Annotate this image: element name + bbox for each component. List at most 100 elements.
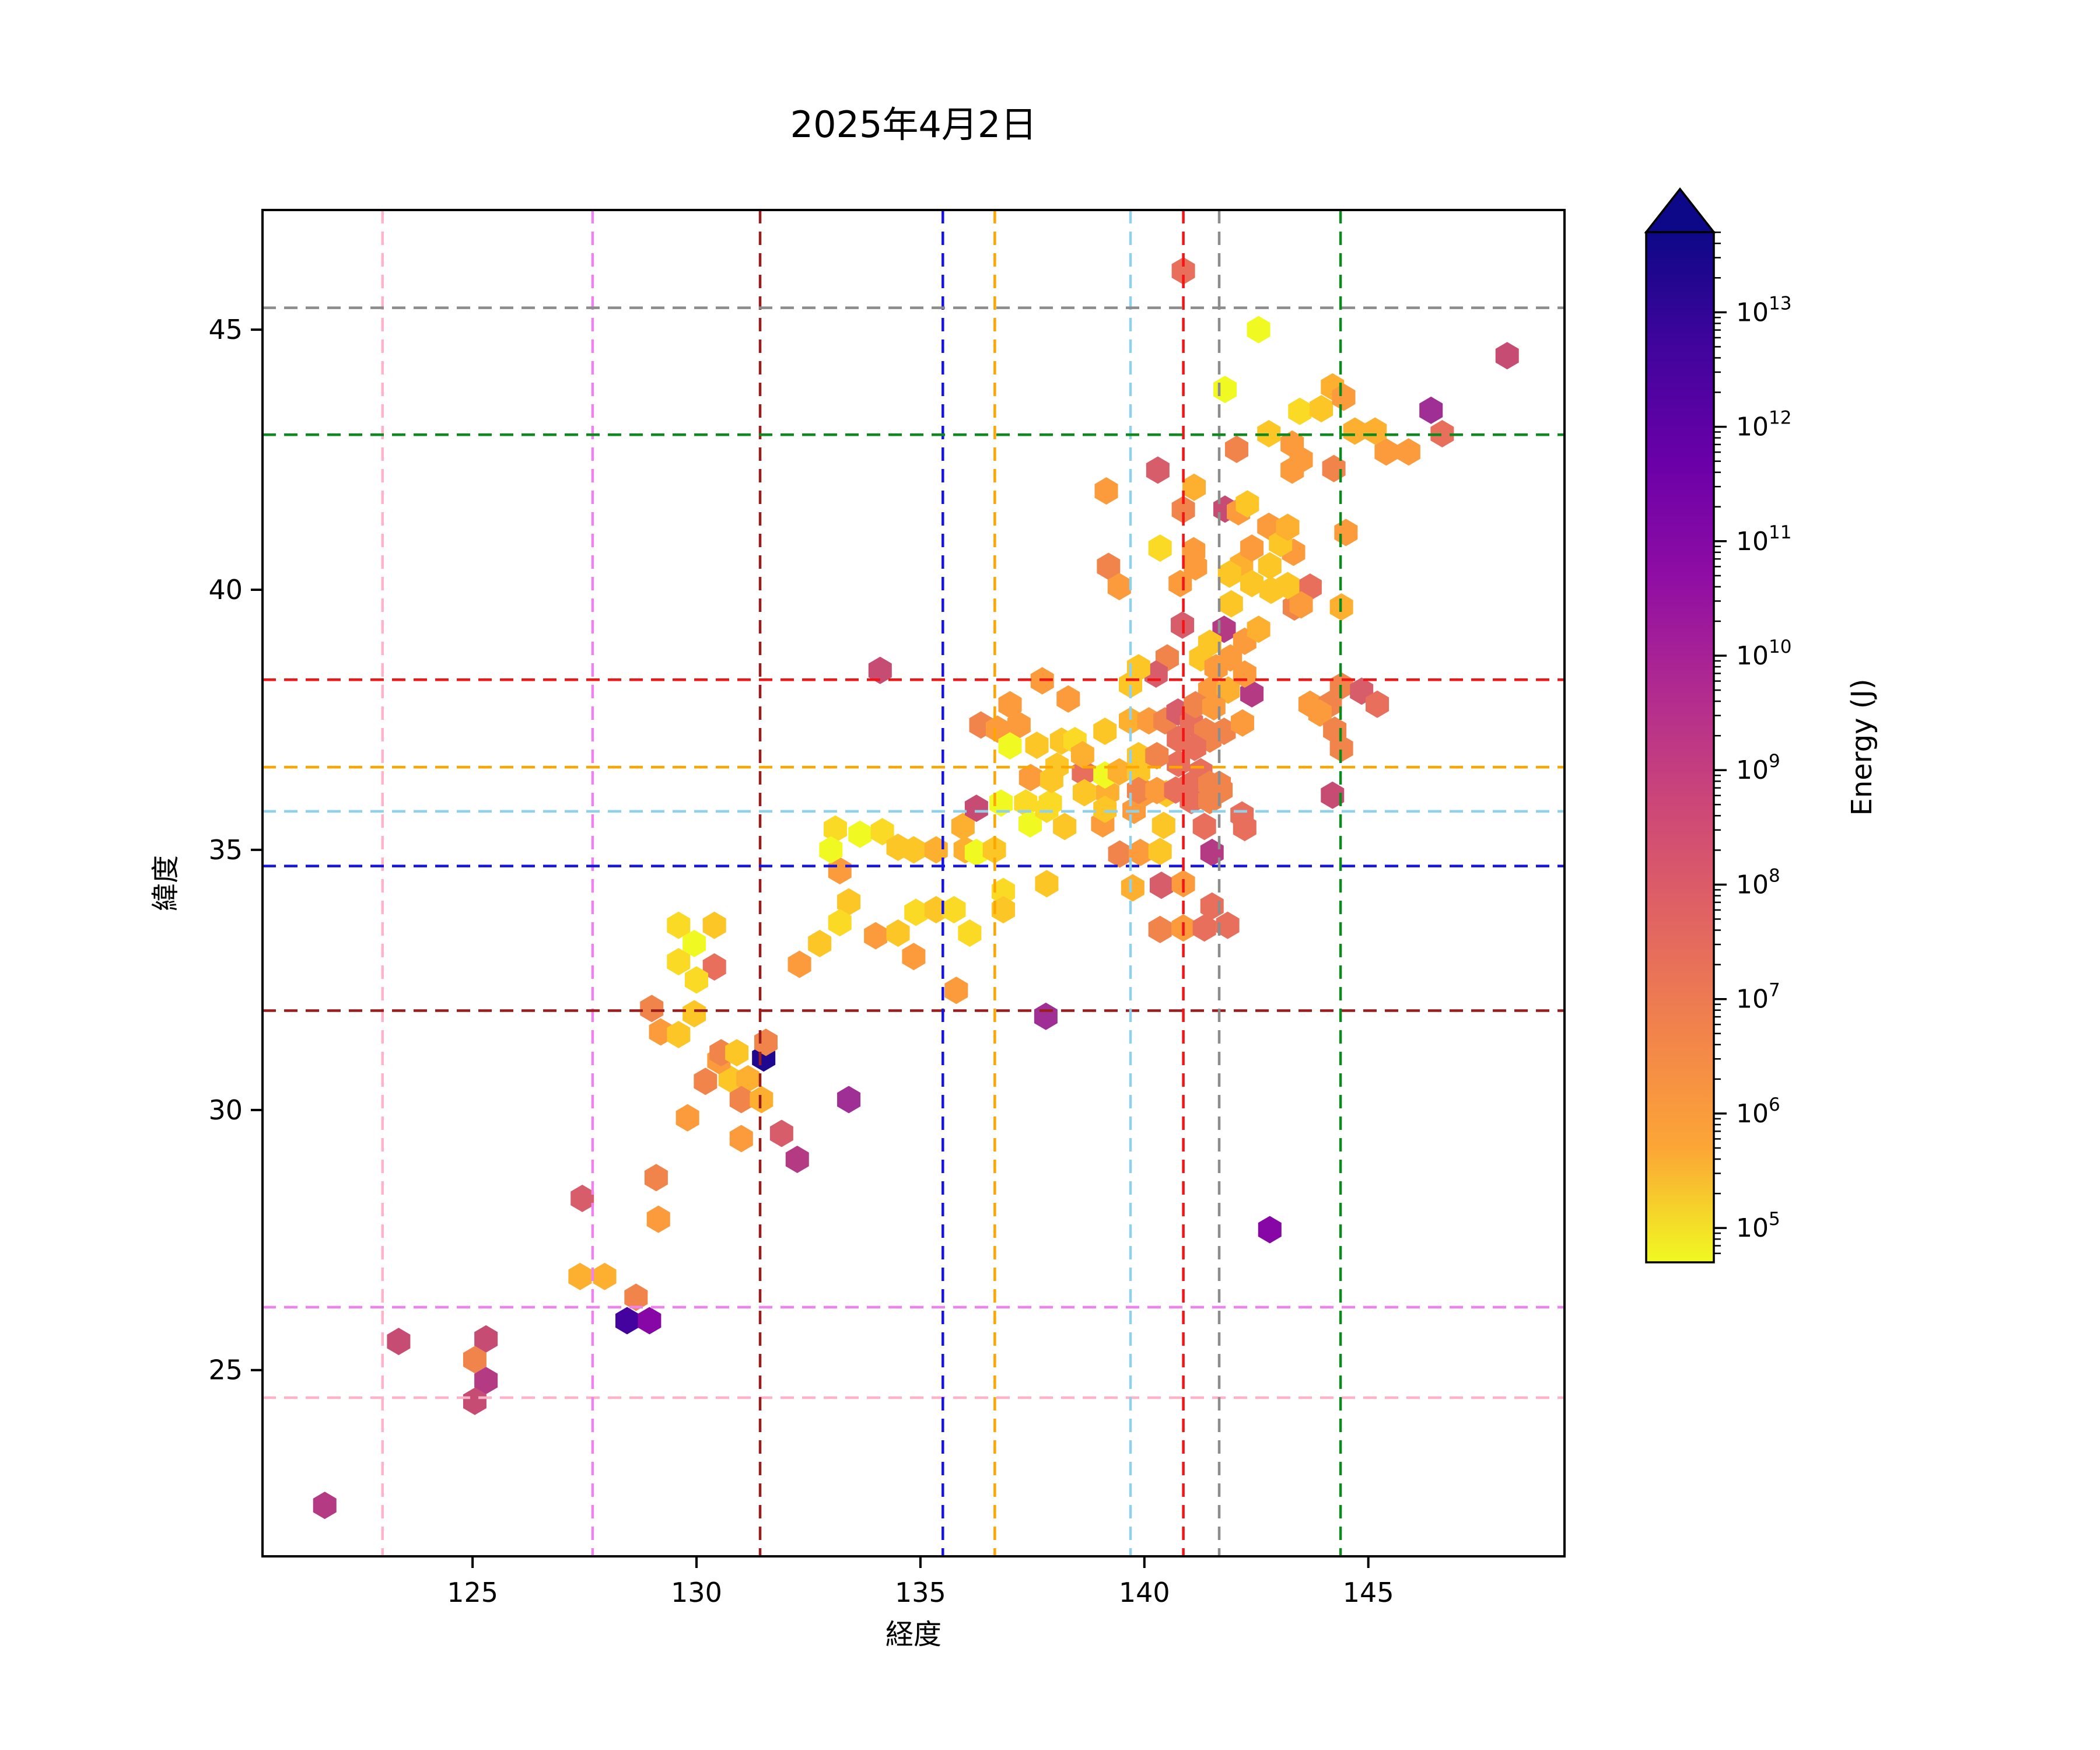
hexbin-cell [1280,456,1304,484]
hexbin-cell [1200,892,1224,920]
colorbar-gradient [1646,232,1714,1262]
reference-lines-layer [262,210,1564,1556]
hexbin-cell [1007,711,1031,739]
hexbin-cell [729,1125,753,1153]
hexbin-cell [1128,838,1152,866]
hexbin-cell [1019,764,1042,792]
hexbin-cell [1107,573,1131,601]
hexbin-cell [819,836,843,864]
hexbin-cell [1343,417,1367,445]
hexbin-layer [313,257,1519,1520]
hexbin-cell [902,943,926,971]
hexbin-cell [1108,840,1132,868]
hexbin-cell [1025,732,1049,760]
hexbin-cell [725,1039,749,1067]
hexbin-cell [1145,776,1169,804]
x-axis-label: 経度 [886,1618,942,1651]
hexbin-cell [1200,838,1224,866]
hexbin-cell [1276,513,1300,541]
hexbin-cell [788,950,811,978]
hexbin-cell [902,836,926,864]
hexbin-cell [1258,552,1282,580]
page-title: 2025年4月2日 [790,103,1037,146]
hexbin-cell [1219,590,1243,618]
hexbin-cell [644,1164,668,1192]
colorbar-tick-label: 1012 [1736,408,1791,442]
axes-layer: 125 130 135 140 145 25 30 35 40 45 経度 緯度 2025年4月2日 [149,103,1566,1651]
hexbin-cell [1288,397,1312,425]
hexbin-cell [1257,419,1281,447]
hexbin-cell [1419,396,1443,424]
x-tick-label: 135 [895,1577,946,1608]
hexbin-cell [615,1307,639,1335]
hexbin-cell [1145,742,1169,770]
hexbin-cell [750,1086,774,1114]
hexbin-cell [998,691,1022,719]
hexbin-cell [808,929,832,957]
colorbar-label: Energy (J) [1846,679,1878,816]
hexbin-cell [1107,758,1131,786]
hexbin-cell [964,838,988,866]
hexbin-cell [1198,629,1222,657]
hexbin-cell [1019,810,1042,838]
hexbin-cell [1034,1002,1058,1030]
hexbin-cell [1182,537,1206,565]
hexbin-cell [1126,776,1150,804]
hexbin-cell [1230,709,1254,737]
colorbar-tick-label: 108 [1736,865,1780,900]
hexbin-cell [1097,552,1121,580]
hexbin-cell [1093,795,1117,823]
hexbin-cell [828,857,852,885]
hexbin-cell [640,995,664,1023]
hexbin-cell [593,1262,617,1290]
hexbin-cell [942,895,966,923]
hexbin-cell [1247,615,1270,643]
hexbin-cell [1148,534,1172,562]
hexbin-cell [1219,644,1242,672]
y-tick-label: 30 [208,1094,243,1126]
colorbar-frame [1645,231,1715,1264]
hexbin-cell [1094,477,1118,505]
y-axis-label: 緯度 [149,855,182,911]
hexbin-cell [1126,742,1150,770]
hexbin-cell [1230,801,1254,829]
hexbin-cell [1321,781,1345,809]
hexbin-cell [736,1065,760,1093]
hexbin-cell [904,898,928,926]
hexbin-cell [685,966,708,994]
colorbar: 105 106 107 108 109 1010 1011 1012 1013 Energy (J… [1644,187,1878,1264]
x-tick-label: 145 [1343,1577,1394,1608]
y-tick-label: 35 [208,834,243,866]
hexbin-cell [1093,718,1117,746]
colorbar-tick-label: 1013 [1736,293,1791,327]
axes-frame [261,209,1566,1558]
colorbar-tick-label: 106 [1736,1094,1780,1129]
hexbin-cell [646,1205,670,1233]
hexbin-cell [1148,838,1172,866]
hexbin-cell [982,836,1006,864]
hexbin-cell [1308,699,1332,727]
colorbar-tick-label: 109 [1736,751,1780,785]
hexbin-cell [1119,707,1142,735]
colorbar-tick-label: 1010 [1736,636,1791,671]
hexbin-cell [718,1065,742,1093]
hexbin-cell [702,911,726,939]
hexbin-cell [1216,911,1240,939]
hexbin-cell [824,815,848,843]
hexbin-cell [694,1068,718,1096]
hexbin-cell [1040,766,1063,794]
hexbin-cell [1056,685,1080,713]
hexbin-cell [1334,519,1358,547]
hexbin-cell [1184,691,1208,719]
hexbin-cell [864,922,888,950]
hexbin-cell [785,1146,809,1174]
hexbin-cell [1217,560,1241,588]
hexbin-cell [1276,572,1300,600]
hexbin-cell [951,813,975,841]
hexbin-cell [682,1000,706,1028]
hexbin-cell [1149,872,1173,900]
hexbin-cell [1168,569,1192,597]
hexbin-cell [870,818,894,846]
hexbin-cell [1182,473,1206,501]
